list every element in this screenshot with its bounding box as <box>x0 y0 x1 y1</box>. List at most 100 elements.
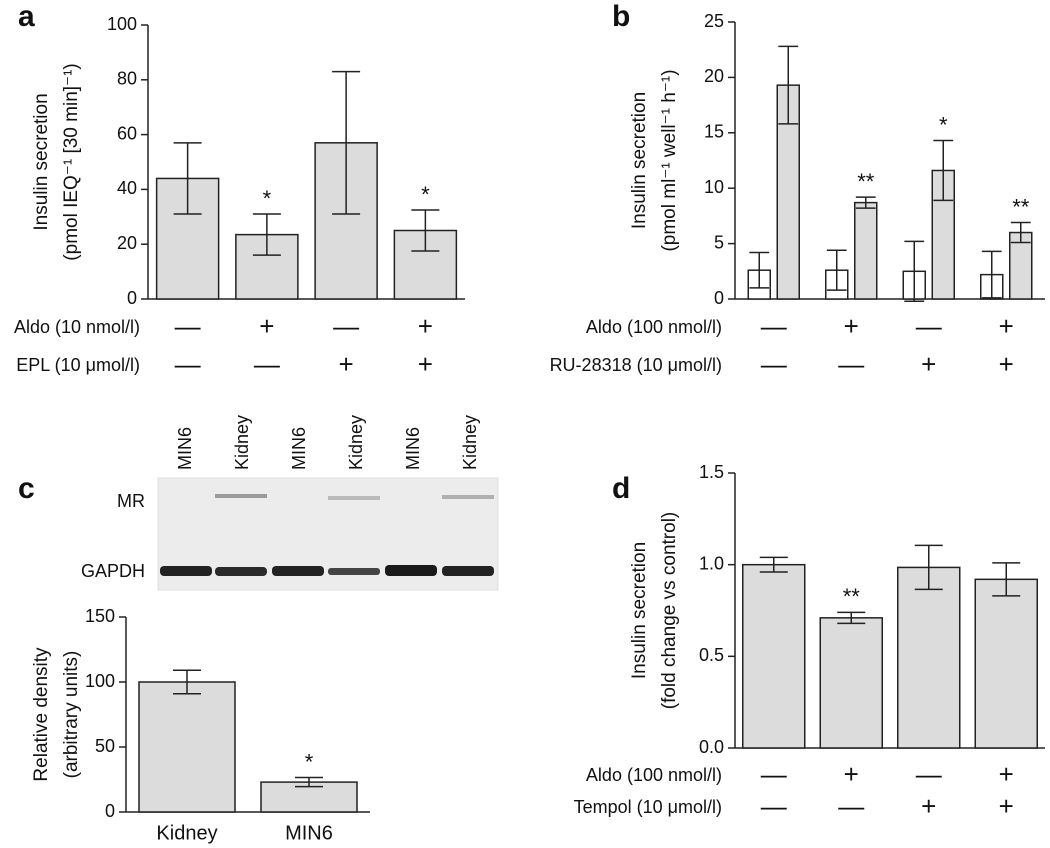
y-axis-label: Insulin secretion <box>629 92 650 229</box>
condition-mark: — <box>333 311 359 341</box>
error-bar <box>252 213 281 256</box>
significance-marker: * <box>305 749 314 774</box>
error-bar <box>411 209 440 252</box>
condition-mark: + <box>418 311 433 341</box>
condition-mark: + <box>921 791 936 821</box>
blot-image <box>157 477 499 591</box>
y-tick-label: 0.0 <box>699 737 724 757</box>
error-bar <box>826 249 847 291</box>
condition-label: Aldo (10 nmol/l) <box>14 317 140 337</box>
panel-label: d <box>612 472 630 505</box>
significance-marker: ** <box>843 584 861 609</box>
y-tick-label: 80 <box>117 69 137 89</box>
condition-mark: + <box>999 349 1014 379</box>
condition-label: Aldo (100 nmol/l) <box>586 317 722 337</box>
condition-mark: — <box>916 759 942 789</box>
bar <box>138 681 236 813</box>
y-tick-label: 60 <box>117 123 137 143</box>
significance-marker: * <box>263 186 272 211</box>
significance-marker: ** <box>1012 194 1030 219</box>
condition-label: Tempol (10 μmol/l) <box>574 797 722 817</box>
y-axis-label: Insulin secretion <box>629 542 650 679</box>
y-axis-label: Insulin secretion <box>31 93 52 230</box>
condition-mark: — <box>254 349 280 379</box>
error-bar <box>173 142 202 215</box>
y-tick-label: 10 <box>704 177 724 197</box>
y-tick-label: 20 <box>704 66 724 86</box>
condition-mark: — <box>761 791 787 821</box>
panel-label: b <box>612 0 630 33</box>
blot-row-label: GAPDH <box>81 561 145 581</box>
condition-mark: — <box>838 791 864 821</box>
error-bar <box>332 70 361 215</box>
panel-label: c <box>18 472 35 505</box>
condition-label: EPL (10 μmol/l) <box>16 355 140 375</box>
error-bar <box>173 669 201 695</box>
y-tick-label: 25 <box>704 11 724 31</box>
y-axis-label: (pmol ml⁻¹ well⁻¹ h⁻¹) <box>659 69 680 251</box>
bar <box>819 617 883 749</box>
condition-mark: + <box>844 311 859 341</box>
y-tick-label: 0 <box>714 288 724 308</box>
error-bar <box>759 556 788 573</box>
y-tick-label: 50 <box>95 736 115 756</box>
y-tick-label: 0 <box>127 288 137 308</box>
condition-mark: + <box>999 311 1014 341</box>
condition-mark: + <box>999 791 1014 821</box>
y-tick-label: 40 <box>117 178 137 198</box>
condition-label: Aldo (100 nmol/l) <box>586 765 722 785</box>
condition-mark: + <box>921 349 936 379</box>
error-bar <box>981 250 1002 299</box>
y-tick-label: 0 <box>105 801 115 821</box>
lane-label: MIN6 <box>289 427 309 470</box>
y-tick-label: 15 <box>704 122 724 142</box>
condition-mark: + <box>339 349 354 379</box>
blot-row-label: MR <box>117 491 145 511</box>
condition-mark: — <box>761 311 787 341</box>
condition-mark: + <box>259 311 274 341</box>
error-bar <box>992 562 1021 597</box>
significance-marker: * <box>421 182 430 207</box>
error-bar <box>749 251 770 289</box>
lane-label: MIN6 <box>403 427 423 470</box>
condition-mark: — <box>761 759 787 789</box>
bar <box>974 578 1038 749</box>
error-bar <box>933 139 954 202</box>
panel-label: a <box>18 0 35 33</box>
y-axis-label: (fold change vs control) <box>659 512 680 710</box>
error-bar <box>904 240 925 302</box>
error-bar <box>1010 221 1031 244</box>
bar <box>854 201 878 300</box>
lane-label: MIN6 <box>175 427 195 470</box>
y-tick-label: 20 <box>117 233 137 253</box>
error-bar <box>295 776 323 788</box>
error-bar <box>837 611 866 625</box>
y-tick-label: 1.0 <box>699 553 724 573</box>
significance-marker: ** <box>857 169 875 194</box>
y-tick-label: 100 <box>107 14 137 34</box>
error-bar <box>778 45 799 125</box>
lane-label: Kidney <box>460 415 480 470</box>
lane-label: Kidney <box>346 415 366 470</box>
condition-mark: + <box>999 759 1014 789</box>
y-axis-label: (pmol IEQ⁻¹ [30 min]⁻¹) <box>61 63 82 260</box>
bar <box>742 563 806 749</box>
y-axis-label: Relative density <box>31 647 52 782</box>
error-bar <box>914 544 943 591</box>
condition-mark: + <box>418 349 433 379</box>
bar <box>897 566 961 749</box>
y-tick-label: 5 <box>714 232 724 252</box>
condition-mark: — <box>175 311 201 341</box>
condition-mark: — <box>916 311 942 341</box>
x-tick-label: MIN6 <box>285 822 333 844</box>
y-tick-label: 100 <box>85 671 115 691</box>
lane-label: Kidney <box>232 415 252 470</box>
condition-mark: — <box>175 349 201 379</box>
condition-mark: + <box>844 759 859 789</box>
condition-label: RU-28318 (10 μmol/l) <box>550 355 722 375</box>
y-tick-label: 1.5 <box>699 462 724 482</box>
y-tick-label: 150 <box>85 606 115 626</box>
significance-marker: * <box>939 112 948 137</box>
x-tick-label: Kidney <box>156 822 217 844</box>
